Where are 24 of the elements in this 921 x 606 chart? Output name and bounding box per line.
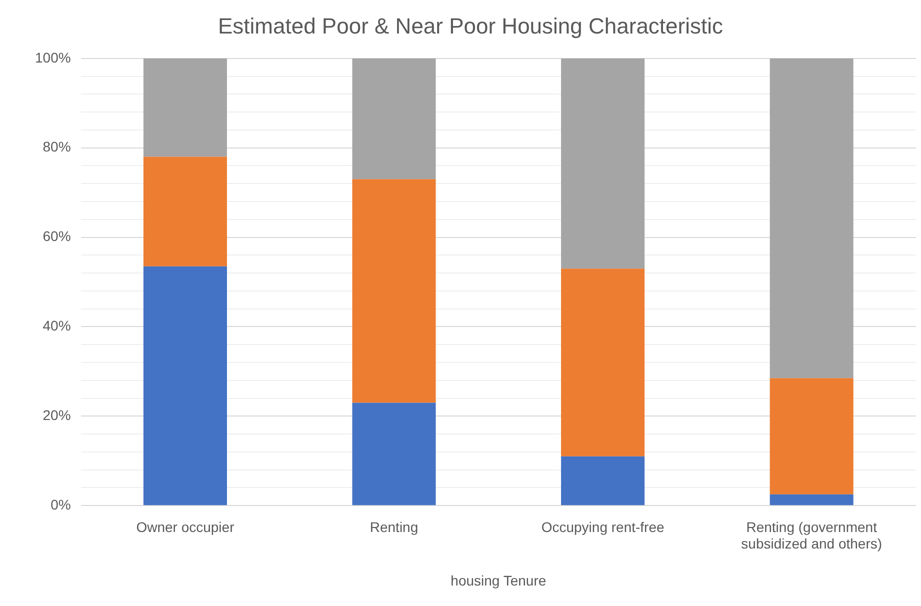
bar [352, 58, 436, 180]
bar [561, 268, 645, 456]
bar [143, 156, 227, 266]
y-tick-label: 60% [42, 228, 71, 244]
x-tick-label: Owner occupier [136, 518, 235, 535]
x-axis-title: housing Tenure [450, 572, 546, 588]
x-tick-label: Renting (government subsidized and others) [741, 518, 882, 552]
bar [352, 179, 436, 403]
bar [770, 494, 854, 506]
bar [143, 266, 227, 506]
y-tick-label: 80% [42, 138, 71, 155]
y-tick-label: 20% [42, 407, 71, 424]
bar [561, 456, 645, 506]
bar [143, 58, 227, 157]
y-tick-label: 40% [42, 318, 71, 334]
y-tick-label: 0% [50, 496, 71, 512]
bar [770, 58, 854, 378]
bar [770, 378, 854, 494]
x-tick-label: Renting [370, 518, 418, 535]
x-tick-label: Occupying rent-free [541, 518, 664, 535]
bar [352, 402, 436, 506]
bar [561, 58, 645, 269]
chart-title: Estimated Poor & Near Poor Housing Characteristic [218, 13, 723, 38]
y-tick-label: 100% [34, 49, 71, 66]
